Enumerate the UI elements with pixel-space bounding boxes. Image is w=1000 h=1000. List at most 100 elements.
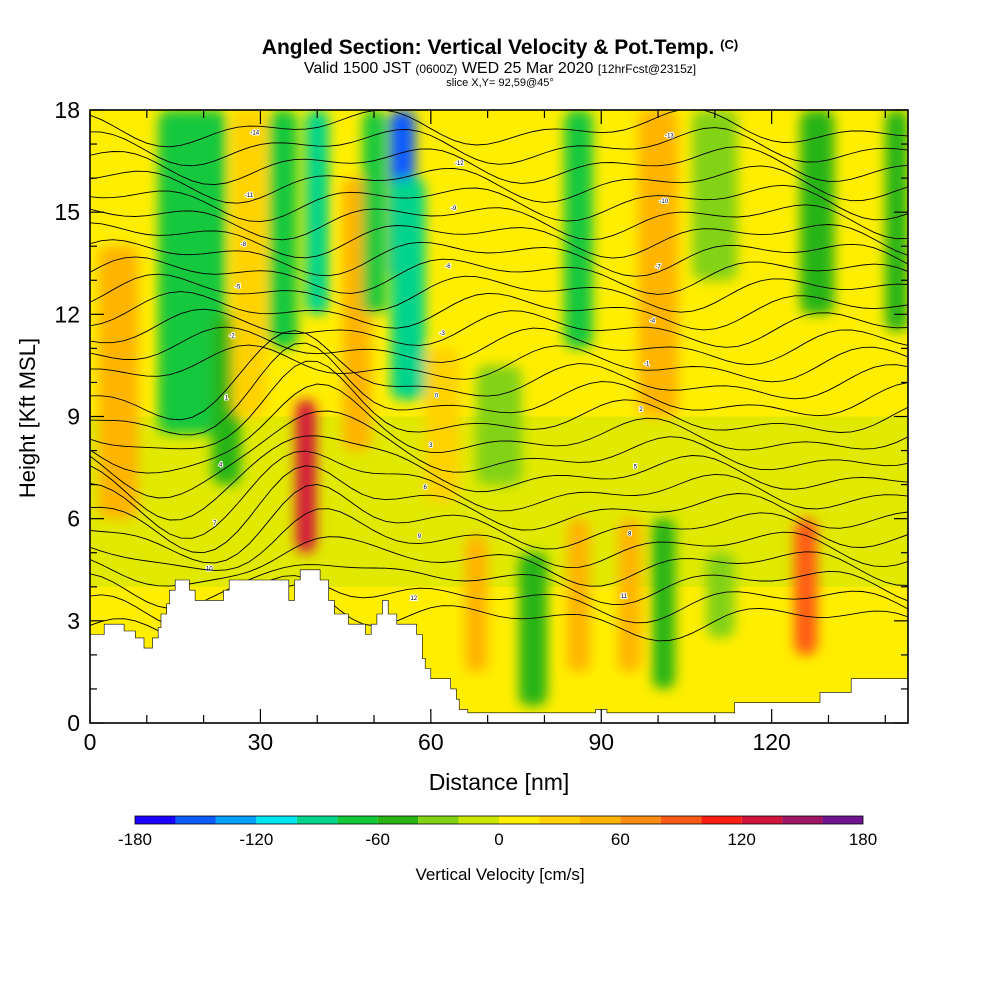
velocity-column-19 bbox=[652, 518, 676, 689]
velocity-column-20 bbox=[692, 110, 738, 281]
velocity-column-3 bbox=[232, 110, 267, 417]
isentrope--8 bbox=[90, 222, 908, 259]
isentrope-label: 2 bbox=[639, 407, 643, 413]
valid-date: WED 25 Mar 2020 bbox=[461, 60, 594, 77]
isentrope-label: -3 bbox=[440, 331, 446, 337]
isentrope-label: 9 bbox=[418, 534, 422, 540]
isentrope-5 bbox=[90, 435, 908, 521]
isentrope-label: -13 bbox=[665, 134, 674, 140]
velocity-column-0 bbox=[98, 246, 139, 519]
isentrope-label: -1 bbox=[644, 362, 650, 368]
valid-prefix: Valid 1500 JST bbox=[303, 60, 411, 77]
colorbar-tick-label: -180 bbox=[118, 830, 152, 849]
isentrope-10 bbox=[90, 536, 908, 587]
isentrope-9 bbox=[90, 508, 908, 571]
colorbar-tick-label: 0 bbox=[494, 830, 503, 849]
isentrope-label: 5 bbox=[634, 465, 638, 471]
colorbar-swatch bbox=[418, 816, 459, 824]
colorbar-swatch bbox=[822, 816, 863, 824]
isentrope--7 bbox=[90, 239, 908, 277]
velocity-column-10 bbox=[391, 178, 426, 400]
colorbar-swatch bbox=[620, 816, 661, 824]
velocity-column-16 bbox=[567, 518, 590, 672]
colorbar-label: Vertical Velocity [cm/s] bbox=[415, 865, 584, 884]
colorbar-swatch bbox=[458, 816, 499, 824]
x-tick-label: 60 bbox=[418, 729, 444, 755]
colorbar-swatch bbox=[499, 816, 540, 824]
y-tick-label: 0 bbox=[67, 710, 80, 736]
isentrope--14 bbox=[90, 110, 908, 148]
x-tick-label: 30 bbox=[248, 729, 274, 755]
y-tick-label: 18 bbox=[54, 97, 80, 123]
isentrope-7 bbox=[90, 465, 908, 554]
isentrope-label: 12 bbox=[410, 596, 417, 602]
colorbar-tick-label: 180 bbox=[849, 830, 877, 849]
isentrope--1 bbox=[90, 344, 908, 383]
velocity-column-6 bbox=[305, 110, 329, 315]
velocity-column-5 bbox=[295, 399, 316, 553]
isentrope-0 bbox=[90, 330, 908, 421]
x-axis: 0 30 60 90 120 bbox=[84, 110, 886, 755]
isentrope-6 bbox=[90, 450, 908, 539]
valid-utc: (0600Z) bbox=[415, 62, 458, 76]
isentrope-label: -7 bbox=[655, 264, 661, 270]
isentrope-label: -8 bbox=[241, 242, 247, 248]
isentrope-label: -12 bbox=[455, 161, 464, 167]
isentrope-label: 0 bbox=[435, 394, 439, 400]
y-tick-label: 6 bbox=[67, 506, 80, 532]
velocity-column-23 bbox=[800, 110, 835, 315]
velocity-column-12 bbox=[464, 535, 488, 672]
isentrope-label: -14 bbox=[250, 130, 259, 136]
isentrope-lines: 141211109876543210-1-2-3-4-5-6-7-8-9-10-… bbox=[90, 110, 908, 644]
isentrope--5 bbox=[90, 273, 908, 313]
isentrope-label: 6 bbox=[423, 485, 427, 491]
colorbar-swatch bbox=[215, 816, 257, 824]
isentrope-label: 4 bbox=[219, 463, 223, 469]
isentrope-label: -10 bbox=[659, 199, 668, 205]
isentrope-label: 10 bbox=[206, 566, 213, 572]
colorbar-swatch bbox=[579, 816, 621, 824]
velocity-column-24 bbox=[885, 110, 908, 332]
isentrope--9 bbox=[90, 204, 908, 241]
isentrope--6 bbox=[90, 256, 908, 295]
y-tick-label: 9 bbox=[67, 404, 80, 430]
isentrope-label: -4 bbox=[650, 318, 656, 324]
title-unit: (C) bbox=[720, 37, 739, 52]
velocity-column-14 bbox=[518, 552, 548, 706]
colorbar-swatch bbox=[701, 816, 742, 824]
colorbar-swatch bbox=[539, 816, 580, 824]
velocity-column-8 bbox=[362, 110, 386, 315]
colorbar-tick-label: -120 bbox=[239, 830, 273, 849]
isentrope-label: 11 bbox=[621, 594, 628, 600]
velocity-column-17 bbox=[618, 518, 642, 672]
x-axis-label: Distance [nm] bbox=[429, 769, 570, 795]
slice-label: slice X,Y= 92,59@45° bbox=[446, 77, 554, 89]
terrain-mask bbox=[89, 569, 909, 724]
colorbar-swatch bbox=[741, 816, 783, 824]
velocity-column-21 bbox=[706, 552, 735, 638]
velocity-field bbox=[98, 110, 908, 706]
isentrope-label: -11 bbox=[245, 193, 254, 199]
chart-title: Angled Section: Vertical Velocity & Pot.… bbox=[0, 36, 1000, 60]
isentrope-label: -5 bbox=[235, 284, 241, 290]
colorbar-swatch bbox=[660, 816, 702, 824]
colorbar-swatch bbox=[296, 816, 338, 824]
isentrope--12 bbox=[90, 146, 908, 186]
isentrope--3 bbox=[90, 308, 908, 348]
colorbar-tick-label: -60 bbox=[365, 830, 390, 849]
colorbar: -180 -120 -60 0 60 120 180 bbox=[118, 815, 877, 849]
isentrope-label: 1 bbox=[225, 395, 229, 401]
velocity-column-11 bbox=[425, 348, 460, 502]
chart-title-text: Angled Section: Vertical Velocity & Pot.… bbox=[261, 36, 715, 59]
y-axis-label: Height [Kft MSL] bbox=[15, 338, 40, 498]
isentrope-8 bbox=[90, 484, 908, 564]
y-tick-label: 12 bbox=[54, 301, 80, 327]
isentrope--2 bbox=[90, 326, 908, 366]
isentrope-label: -9 bbox=[451, 206, 457, 212]
isentrope-4 bbox=[90, 410, 908, 499]
x-tick-label: 120 bbox=[752, 729, 790, 755]
isentrope-3 bbox=[90, 383, 908, 474]
chart-subtitle: Valid 1500 JST (0600Z) WED 25 Mar 2020 [… bbox=[0, 60, 1000, 78]
